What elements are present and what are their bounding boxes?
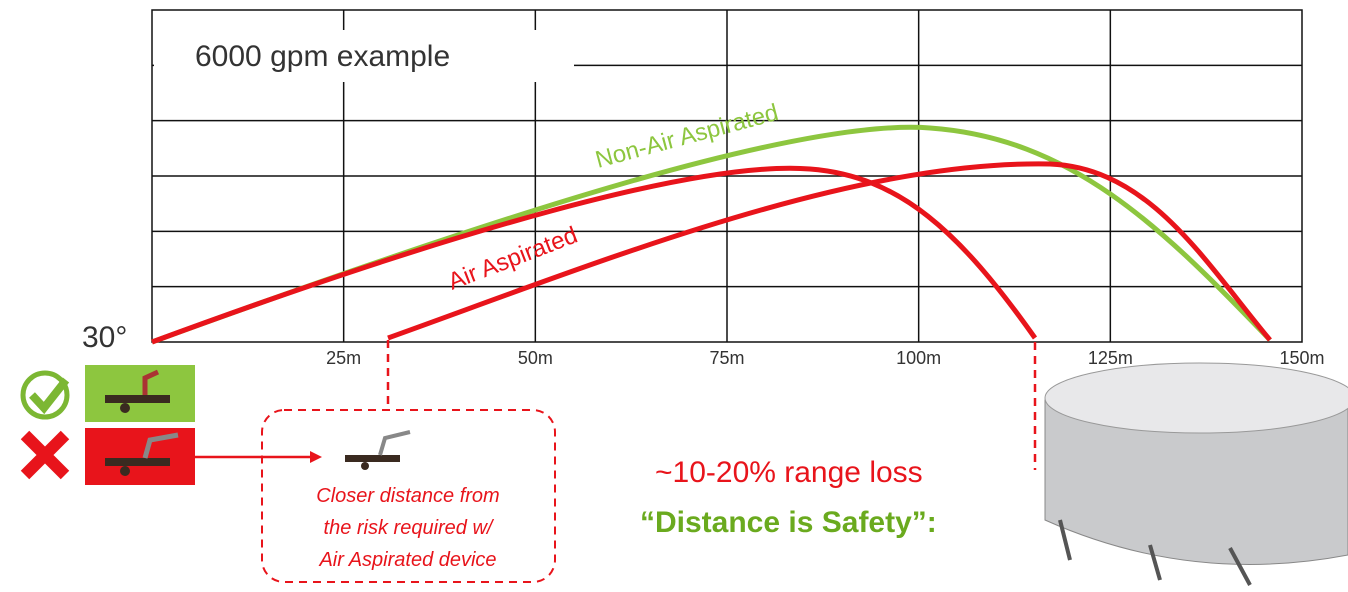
x-label: 75m <box>709 348 744 368</box>
trailer <box>345 455 400 462</box>
arrow <box>310 451 322 463</box>
bad-box <box>85 428 195 485</box>
trailer <box>120 466 130 476</box>
tank <box>1045 363 1348 585</box>
trailer <box>105 395 170 403</box>
trailer <box>380 432 410 455</box>
slogan: “Distance is Safety”: <box>640 506 937 539</box>
title: 6000 gpm example <box>195 40 450 73</box>
note-line: the risk required w/ <box>324 517 495 539</box>
cross-icon <box>25 435 65 475</box>
x-label: 125m <box>1088 348 1133 368</box>
trailer <box>105 458 170 466</box>
check-icon <box>32 380 66 408</box>
note-line: Closer distance from <box>316 485 499 507</box>
ok-box <box>85 365 195 422</box>
curve-label: Non-Air Aspirated <box>593 99 782 174</box>
x-label: 25m <box>326 348 361 368</box>
non-air-curve <box>152 127 1270 342</box>
x-label: 50m <box>518 348 553 368</box>
angle-label: 30° <box>82 321 127 354</box>
trailer <box>120 403 130 413</box>
range-loss: ~10-20% range loss <box>655 456 923 489</box>
tank-top <box>1045 363 1348 433</box>
x-label: 100m <box>896 348 941 368</box>
x-label: 150m <box>1279 348 1324 368</box>
note-line: Air Aspirated device <box>318 549 496 571</box>
trailer <box>361 462 369 470</box>
diagram: 6000 gpm example 30° Non-Air Aspirated A… <box>0 0 1348 587</box>
